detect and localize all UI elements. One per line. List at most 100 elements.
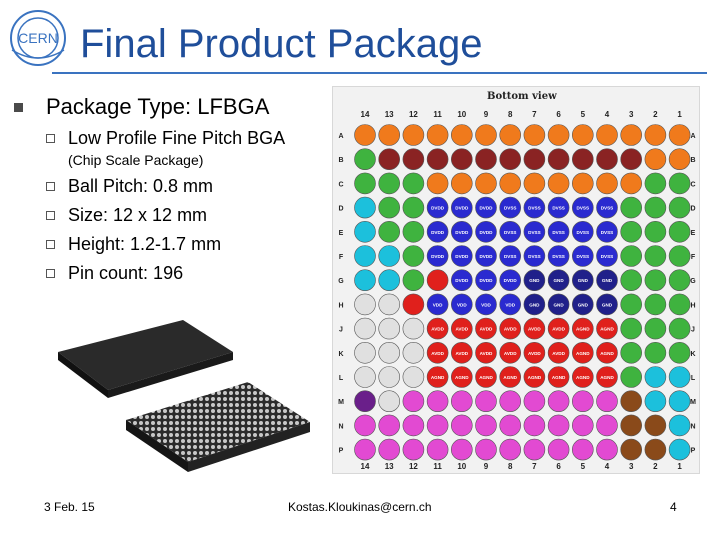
row-label-left: E [339,230,344,237]
pin-ball [475,341,497,364]
pin-ball [378,438,401,461]
column-label-top: 14 [361,110,370,119]
pin-ball [668,390,691,413]
bga-chip-photo [58,320,310,472]
pin-ball [547,245,570,267]
pin-label: VDD [481,302,491,307]
row-label-left: L [339,375,344,382]
pin-label: DVSS [577,254,590,259]
pin-ball [354,148,376,170]
pin-ball [523,196,546,219]
pin-ball [378,269,401,291]
pin-label: DVSS [552,254,565,259]
pin-label: GND [553,278,564,283]
pin-label: AVDD [504,327,517,332]
pin-ball [354,245,376,267]
column-label-top: 9 [484,110,489,119]
pin-label: AVDD [480,327,493,332]
pin-ball [644,317,667,340]
pin-ball [620,341,643,364]
column-label-bottom: 2 [653,462,658,471]
pin-ball [668,221,691,243]
sub-bullet-text: Height: 1.2-1.7 mm [68,234,222,254]
pin-ball [378,293,401,316]
pin-label: DVSS [577,206,590,211]
cern-logo-icon: CERN [10,10,66,66]
checkbox-bullet-icon [46,211,55,220]
pin-ball [475,148,497,170]
pin-ball [572,196,594,219]
pin-ball [354,366,376,388]
footer-author: Kostas.Kloukinas@cern.ch [288,500,432,514]
pin-ball [523,172,546,195]
pin-label: DVSS [528,206,541,211]
pin-ball [572,172,594,195]
row-label-right: F [691,254,696,261]
pin-ball [354,124,376,146]
pin-ball [499,366,521,388]
pin-ball [523,341,546,364]
pin-ball [426,366,449,388]
pin-ball [523,269,546,291]
pin-label: DVSS [577,230,590,235]
pin-ball [620,390,643,413]
pin-ball [596,390,618,413]
pin-ball [668,341,691,364]
title-divider [52,72,707,74]
pin-label: DVDD [455,278,469,283]
row-label-right: N [690,423,695,430]
row-label-right: D [690,206,695,213]
column-label-bottom: 6 [556,462,561,471]
pin-ball [475,390,497,413]
pin-ball [475,124,497,146]
pin-label: GND [553,302,564,307]
pin-ball [644,196,667,219]
pin-ball [572,366,594,388]
pin-ball [354,341,376,364]
row-label-left: H [338,302,343,309]
pin-label: AGND [576,351,590,356]
main-bullet-text: Package Type: LFBGA [46,94,270,119]
pin-label: AGND [431,375,445,380]
pin-ball [451,438,473,461]
pin-ball [620,438,643,461]
pin-ball [644,366,667,388]
column-label-top: 12 [409,110,418,119]
pin-ball [668,317,691,340]
pin-ball [499,196,521,219]
column-label-bottom: 11 [433,462,442,471]
pin-ball [475,366,497,388]
row-label-right: A [690,133,695,140]
pin-ball [499,269,521,291]
pin-label: AGND [600,327,614,332]
pin-ball [451,317,473,340]
column-label-bottom: 4 [605,462,610,471]
pin-ball [523,438,546,461]
pin-ball [426,293,449,316]
pin-ball [426,148,449,170]
row-label-right: H [690,302,695,309]
pin-ball [644,269,667,291]
pin-ball [426,196,449,219]
pin-ball [402,269,425,291]
pin-ball [499,390,521,413]
pin-ball [547,438,570,461]
pin-ball [475,196,497,219]
pin-ball [572,124,594,146]
pin-ball [402,245,425,267]
pin-label: DVSS [552,206,565,211]
pin-label: GND [602,278,613,283]
row-label-right: B [690,157,695,164]
pin-ball [378,172,401,195]
logo-text: CERN [18,30,58,46]
column-label-top: 1 [677,110,682,119]
pin-ball [475,438,497,461]
pin-ball [572,341,594,364]
pin-ball [402,293,425,316]
pin-label: GND [602,302,613,307]
pin-ball [475,317,497,340]
row-label-right: L [691,375,696,382]
pin-label: VDD [433,302,443,307]
pin-label: DVDD [455,206,469,211]
row-label-right: E [691,230,696,237]
